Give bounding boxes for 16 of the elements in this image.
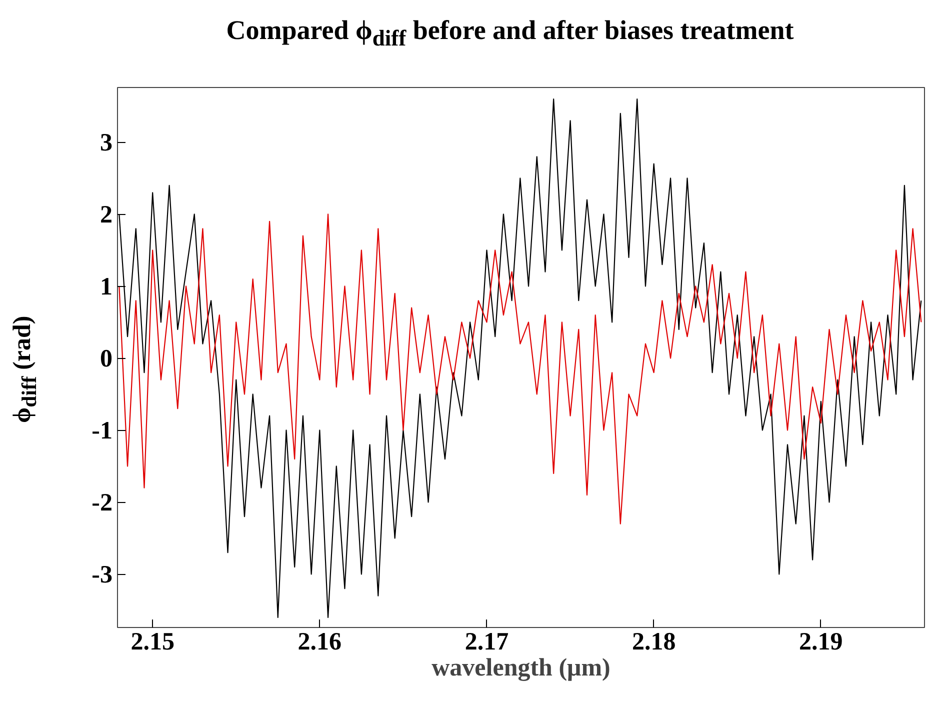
x-tick-label: 2.18 (632, 628, 676, 656)
x-tick-label: 2.17 (464, 628, 509, 656)
x-tick-label: 2.19 (799, 628, 843, 656)
y-tick-label: -2 (92, 490, 113, 517)
x-tick-label: 2.15 (130, 628, 174, 656)
line-series (118, 98, 922, 618)
y-tick-label: 1 (100, 274, 112, 301)
y-tick-label: 3 (100, 130, 112, 157)
y-tick-label: 0 (100, 346, 112, 373)
x-tick-label: 2.16 (298, 628, 342, 656)
x-axis-title: wavelength (μm) (432, 654, 610, 682)
y-tick-label: -1 (92, 418, 113, 445)
chart-title: Compared ϕ$_{diff}$ before and after biases treatment (226, 14, 794, 52)
y-tick-label: 2 (100, 202, 112, 229)
y-tick-label: -3 (92, 562, 113, 589)
line-series (118, 214, 922, 524)
